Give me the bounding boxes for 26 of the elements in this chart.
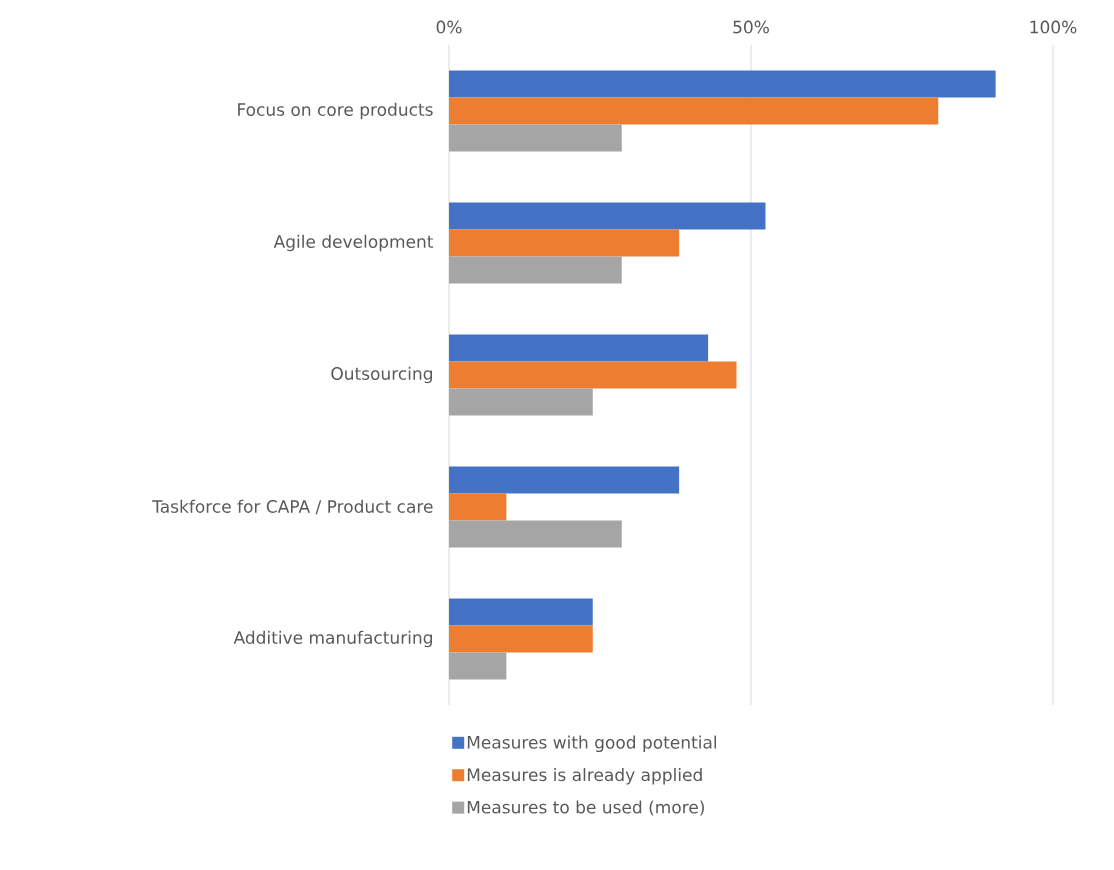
bar — [449, 97, 939, 125]
legend-label: Measures to be used (more) — [467, 800, 704, 816]
bar — [449, 625, 593, 653]
y-tick-label: Additive manufacturing — [233, 630, 432, 648]
x-tick-label: 100% — [1030, 20, 1077, 34]
bar — [449, 229, 680, 257]
bar — [449, 520, 622, 548]
y-tick-label: Outsourcing — [331, 366, 432, 384]
legend-label: Measures with good potential — [467, 735, 717, 753]
bar — [449, 124, 622, 152]
y-tick-label: Agile development — [273, 234, 434, 252]
x-tick-label: 50% — [733, 20, 769, 34]
y-tick-label: Taskforce for CAPA / Product care — [152, 499, 433, 515]
bar — [449, 466, 680, 494]
bar — [449, 202, 766, 230]
bar — [449, 70, 996, 98]
x-tick-label: 0% — [436, 20, 462, 34]
y-tick-label: Focus on core products — [238, 102, 433, 120]
bar — [449, 652, 507, 680]
legend-label: Measures is already applied — [467, 768, 702, 785]
bar — [449, 388, 593, 416]
bar — [449, 361, 737, 389]
bar — [449, 493, 507, 521]
bar — [449, 256, 622, 284]
bar — [449, 598, 593, 626]
bar — [449, 334, 709, 362]
